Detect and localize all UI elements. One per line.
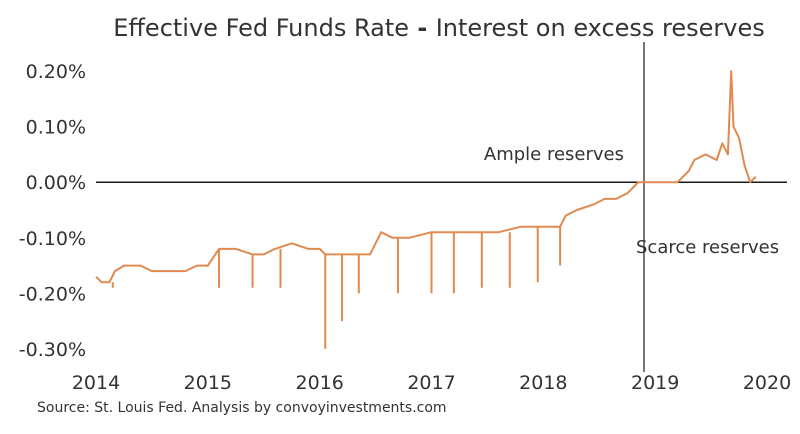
x-tick-label: 2019 [631, 372, 679, 394]
y-tick-label: -0.20% [19, 283, 86, 305]
y-axis: 0.20% 0.10% 0.00% -0.10% -0.20% -0.30% [19, 61, 86, 361]
x-tick-label: 2016 [295, 372, 343, 394]
x-tick-label: 2014 [72, 372, 120, 394]
x-tick-label: 2015 [184, 372, 232, 394]
x-axis: 2014 2015 2016 2017 2018 2019 2020 [72, 372, 791, 394]
x-tick-label: 2020 [743, 372, 791, 394]
y-tick-label: 0.20% [26, 61, 86, 83]
annotation-ample-reserves: Ample reserves [484, 144, 624, 165]
series-line [95, 70, 757, 284]
x-tick-label: 2018 [519, 372, 567, 394]
y-tick-label: -0.10% [19, 228, 86, 250]
source-note: Source: St. Louis Fed. Analysis by convo… [37, 400, 447, 416]
annotation-scarce-reserves: Scarce reserves [636, 237, 779, 258]
x-tick-label: 2017 [407, 372, 455, 394]
chart-title: Effective Fed Funds Rate - Interest on e… [113, 14, 765, 42]
y-tick-label: -0.30% [19, 339, 86, 361]
y-tick-label: 0.10% [26, 117, 86, 139]
series-dips [111, 226, 562, 349]
y-tick-label: 0.00% [26, 172, 86, 194]
